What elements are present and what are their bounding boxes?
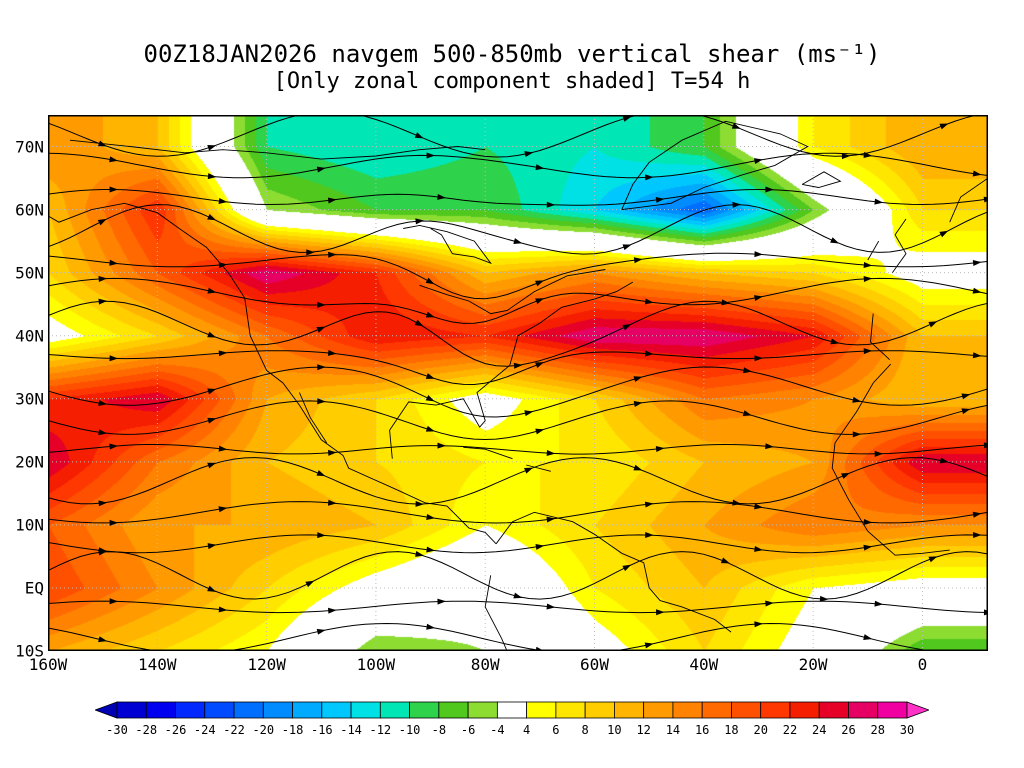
lat-tick-label-30n: 30N [15,389,44,409]
lon-tick-label-60w: 60W [580,655,609,674]
colorbar-tick-label: -12 [369,723,391,737]
colorbar: -30 -28 -26 -24 -22 -20 -18 -16 -14 -12 -10 -8 -6 -4 4… [93,700,931,746]
colorbar-tick-label: 10 [607,723,621,737]
lon-tick-label-0: 0 [917,655,928,674]
colorbar-tick-label: -4 [490,723,504,737]
lat-tick-label-10s: 10S [15,641,44,661]
chart-title: 00Z18JAN2026 navgem 500-850mb vertical s… [143,40,881,68]
lon-tick-label-160w: 160W [28,655,68,674]
lon-tick-label-20w: 20W [798,655,828,674]
colorbar-tick-label: -18 [282,723,304,737]
colorbar-tick-label: 20 [753,723,767,737]
colorbar-tick-label: 24 [812,723,826,737]
lon-tick-label-100w: 100W [356,655,396,674]
lat-tick-label-eq: EQ [24,578,44,598]
colorbar-tick-label: 4 [523,723,530,737]
lat-tick-label-50n: 50N [15,263,44,283]
lon-tick-label-80w: 80W [470,655,500,674]
lon-tick-label-120w: 120W [247,655,286,674]
colorbar-tick-label: -30 [106,723,128,737]
map-plot [48,115,988,651]
colorbar-tick-label: 6 [552,723,559,737]
colorbar-tick-label: -24 [194,723,216,737]
colorbar-tick-label: 22 [783,723,797,737]
lon-tick-label-140w: 140W [138,655,177,674]
lat-tick-label-60n: 60N [15,200,44,220]
colorbar-tick-label: 26 [841,723,855,737]
colorbar-tick-label: -28 [135,723,157,737]
title-block: 00Z18JAN2026 navgem 500-850mb vertical s… [0,40,1024,96]
colorbar-tick-label: -14 [340,723,362,737]
lat-tick-label-40n: 40N [15,326,44,346]
lat-tick-label-20n: 20N [15,452,44,472]
lat-tick-label-70n: 70N [15,137,44,157]
colorbar-tick-label: -20 [252,723,274,737]
chart-subtitle: [Only zonal component shaded] T=54 h [273,69,751,95]
streamline-overlay [48,115,988,651]
colorbar-tick-label: 16 [695,723,709,737]
colorbar-tick-label: -26 [165,723,187,737]
colorbar-tick-label: 8 [582,723,589,737]
colorbar-tick-label: 12 [636,723,650,737]
colorbar-tick-label: -22 [223,723,245,737]
colorbar-tick-label: -6 [461,723,475,737]
colorbar-tick-label: 28 [871,723,885,737]
colorbar-tick-label: -16 [311,723,333,737]
colorbar-tick-label: 14 [666,723,680,737]
lat-tick-label-10n: 10N [15,515,44,535]
colorbar-tick-label: 30 [900,723,914,737]
colorbar-tick-label: -8 [432,723,446,737]
colorbar-tick-label: -10 [399,723,421,737]
colorbar-tick-label: 18 [724,723,738,737]
colorbar-svg: -30 -28 -26 -24 -22 -20 -18 -16 -14 -12 -10 -8 -6 -4 4… [93,701,931,737]
lon-tick-label-40w: 40W [689,655,719,674]
